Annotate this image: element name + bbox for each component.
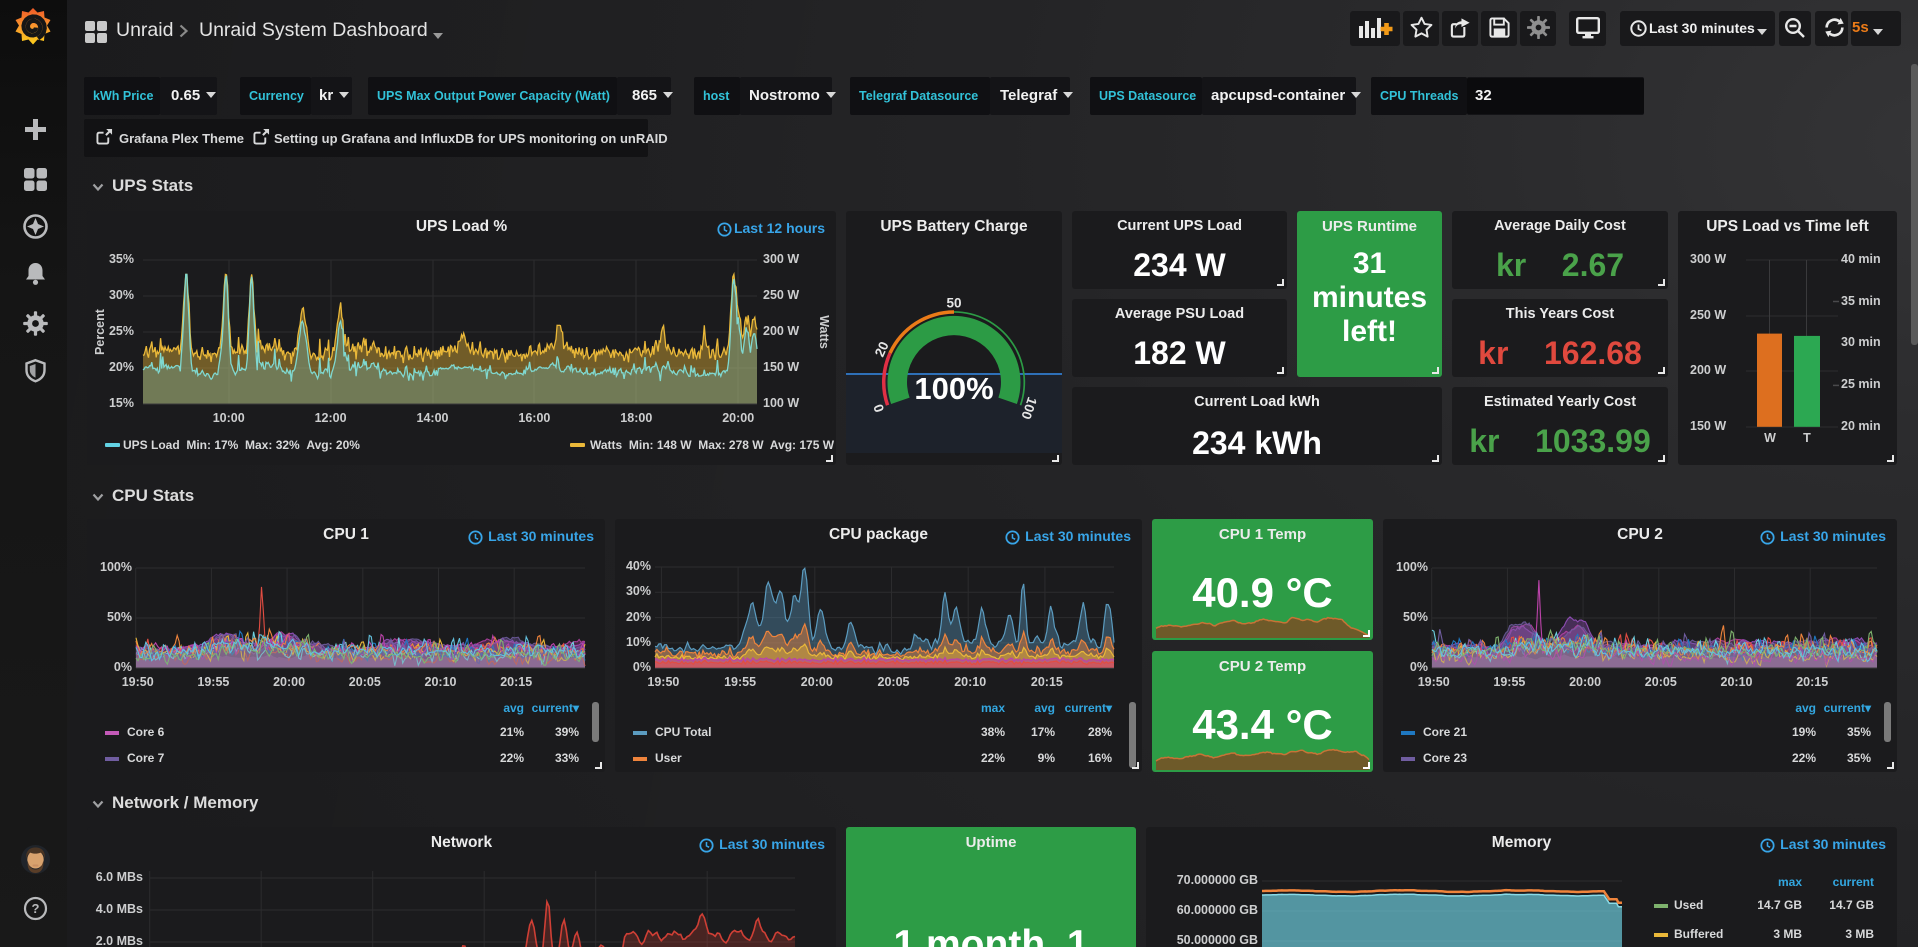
svg-text:50: 50 bbox=[946, 295, 961, 310]
svg-text:0: 0 bbox=[871, 402, 888, 414]
svg-text:20: 20 bbox=[872, 339, 892, 359]
svg-text:100: 100 bbox=[1018, 395, 1040, 421]
svg-text:?: ? bbox=[32, 901, 40, 916]
